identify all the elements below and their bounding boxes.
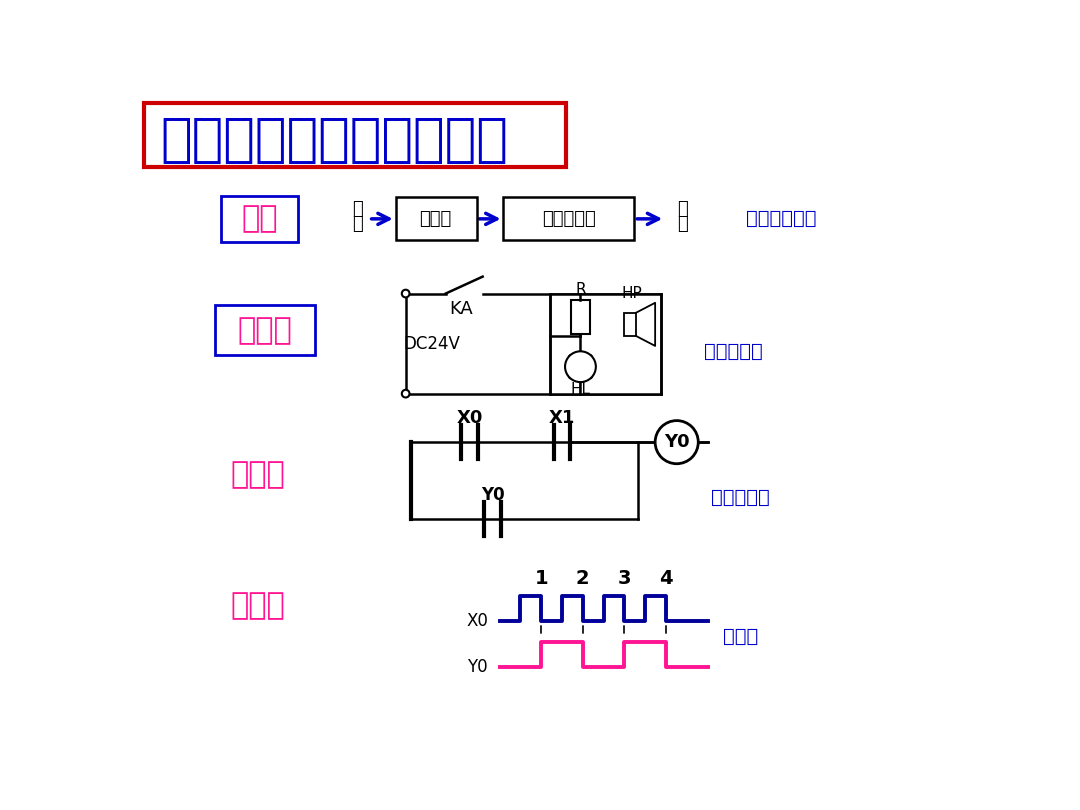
Bar <box>215 305 314 355</box>
Bar <box>571 300 590 334</box>
Circle shape <box>402 390 409 398</box>
Bar <box>395 198 476 240</box>
Circle shape <box>656 420 699 463</box>
Bar <box>550 293 661 394</box>
Text: 程序图: 程序图 <box>230 460 285 489</box>
Text: 表示功能性信息的电气图: 表示功能性信息的电气图 <box>161 113 509 165</box>
Bar <box>144 104 566 167</box>
Text: X0: X0 <box>467 612 488 630</box>
Text: 入: 入 <box>352 215 363 233</box>
Bar <box>220 196 298 242</box>
Text: 2: 2 <box>576 569 590 588</box>
Text: 原理图: 原理图 <box>238 316 292 345</box>
Circle shape <box>402 290 409 297</box>
Circle shape <box>565 352 596 382</box>
Text: 出: 出 <box>677 215 688 233</box>
Text: HL: HL <box>570 382 591 397</box>
Text: 变频器: 变频器 <box>419 210 451 228</box>
Text: 报警灯电路: 报警灯电路 <box>704 342 762 360</box>
Text: 1: 1 <box>535 569 548 588</box>
Text: 输: 输 <box>352 200 363 218</box>
Text: Y0: Y0 <box>664 433 689 451</box>
Text: Y0: Y0 <box>481 485 504 504</box>
Text: 交流电动机: 交流电动机 <box>542 210 596 228</box>
Text: 时序图: 时序图 <box>230 591 285 620</box>
Text: Y0: Y0 <box>468 658 488 676</box>
Text: 时序图: 时序图 <box>723 627 758 646</box>
Bar <box>503 198 634 240</box>
Text: KA: KA <box>449 300 473 318</box>
Text: 梯形程序图: 梯形程序图 <box>712 488 770 507</box>
Bar <box>624 313 636 336</box>
Text: X1: X1 <box>549 408 576 427</box>
Text: 3: 3 <box>618 569 631 588</box>
Text: 4: 4 <box>659 569 673 588</box>
Text: R: R <box>576 282 585 297</box>
Text: 输: 输 <box>677 200 688 218</box>
Text: 框图: 框图 <box>241 204 278 233</box>
Text: 顺序控制框图: 顺序控制框图 <box>746 209 816 228</box>
Text: HP: HP <box>622 286 643 301</box>
Text: X0: X0 <box>457 408 483 427</box>
Text: DC24V: DC24V <box>403 335 460 352</box>
